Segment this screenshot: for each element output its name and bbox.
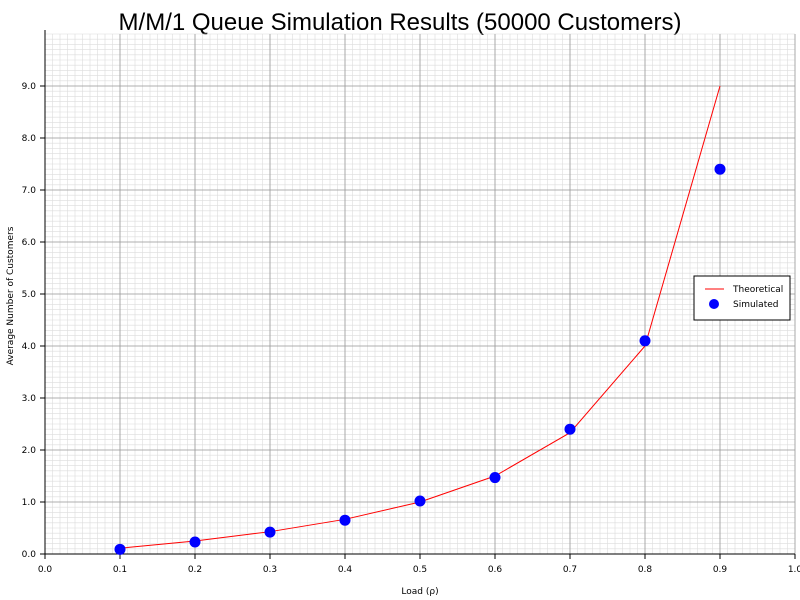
y-tick-label: 5.0 (22, 290, 37, 300)
x-tick-label: 0.2 (188, 565, 202, 575)
series-layer (114, 85, 726, 555)
simulated-point (639, 335, 651, 347)
x-axis-ticks: 0.0 0.1 0.2 0.3 0.4 0.5 0.6 0.7 0.8 0.9 1.0 (38, 554, 800, 575)
y-tick-label: 9.0 (22, 82, 37, 92)
x-axis-label: Load (ρ) (401, 587, 438, 597)
y-tick-label: 2.0 (22, 446, 37, 456)
simulated-point (264, 526, 276, 538)
y-tick-label: 0.0 (22, 550, 37, 560)
simulated-point (564, 423, 576, 435)
legend-theoretical-label: Theoretical (732, 285, 783, 295)
chart-title: M/M/1 Queue Simulation Results (50000 Cu… (119, 9, 682, 36)
y-tick-label: 1.0 (22, 498, 37, 508)
simulated-point (339, 514, 351, 526)
x-tick-label: 0.0 (38, 565, 53, 575)
x-tick-label: 0.7 (563, 565, 577, 575)
simulated-point (489, 472, 501, 484)
simulated-point (114, 543, 126, 555)
x-tick-label: 0.6 (488, 565, 503, 575)
legend-box (693, 275, 791, 321)
legend-simulated-label: Simulated (733, 300, 778, 310)
x-tick-label: 0.3 (263, 565, 277, 575)
y-tick-label: 7.0 (22, 186, 37, 196)
x-tick-label: 0.1 (113, 565, 127, 575)
x-tick-label: 0.4 (338, 565, 353, 575)
y-tick-label: 4.0 (22, 342, 37, 352)
y-tick-label: 8.0 (22, 134, 37, 144)
y-axis-ticks: 0.0 1.0 2.0 3.0 4.0 5.0 6.0 7.0 8.0 9.0 (22, 82, 45, 560)
legend-simulated-swatch (709, 299, 719, 309)
simulated-point (714, 163, 726, 175)
simulated-point (189, 536, 201, 548)
legend: Theoretical Simulated (693, 275, 791, 321)
x-tick-label: 0.5 (413, 565, 427, 575)
x-tick-label: 0.8 (638, 565, 653, 575)
y-axis-label: Average Number of Customers (6, 226, 16, 365)
y-tick-label: 3.0 (22, 394, 37, 404)
y-tick-label: 6.0 (22, 238, 37, 248)
x-tick-label: 1.0 (788, 565, 800, 575)
x-tick-label: 0.9 (713, 565, 728, 575)
simulated-point (414, 495, 426, 507)
